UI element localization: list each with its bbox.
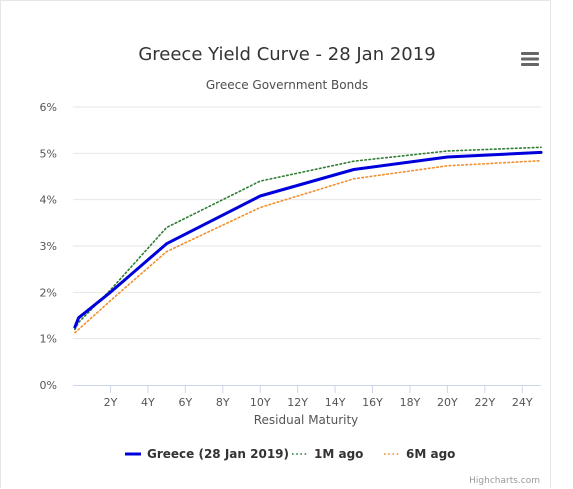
x-axis: 2Y 4Y 6Y 8Y 10Y 12Y 14Y 16Y 18Y 20Y 22Y 24Y (73, 385, 541, 409)
grid-lines (73, 106, 541, 340)
x-tick-label: 22Y (474, 396, 495, 409)
chart-subtitle: Greece Government Bonds (206, 78, 368, 92)
x-tick-label: 14Y (325, 396, 346, 409)
y-tick-label: 4% (40, 194, 57, 207)
y-tick-label: 6% (40, 101, 57, 114)
y-tick-label: 3% (40, 240, 57, 253)
x-tick-label: 2Y (104, 396, 118, 409)
series-line-0[interactable] (73, 150, 543, 329)
x-tick-label: 6Y (178, 396, 192, 409)
x-tick-label: 4Y (141, 396, 155, 409)
series-lines (73, 146, 543, 334)
chart-container (0, 0, 551, 488)
x-axis-title: Residual Maturity (254, 413, 359, 427)
hamburger-menu-icon[interactable] (518, 48, 542, 70)
x-tick-label: 12Y (287, 396, 308, 409)
legend: Greece (28 Jan 2019) 1M ago 6M ago (125, 447, 455, 461)
legend-item-2[interactable]: 6M ago (384, 447, 455, 461)
x-tick-label: 10Y (250, 396, 271, 409)
x-tick-label: 20Y (437, 396, 458, 409)
x-tick-label: 8Y (216, 396, 230, 409)
x-tick-label: 24Y (512, 396, 533, 409)
y-tick-label: 1% (40, 333, 57, 346)
y-tick-label: 0% (40, 379, 57, 392)
series-line-1[interactable] (74, 146, 542, 331)
legend-label: 1M ago (314, 447, 363, 461)
legend-label: Greece (28 Jan 2019) (147, 447, 289, 461)
y-tick-label: 5% (40, 147, 57, 160)
chart-title: Greece Yield Curve - 28 Jan 2019 (138, 44, 435, 65)
series-line-2[interactable] (74, 159, 542, 334)
x-tick-label: 18Y (400, 396, 421, 409)
credits-link[interactable]: Highcharts.com (469, 476, 540, 486)
legend-item-1[interactable]: 1M ago (292, 447, 363, 461)
legend-label: 6M ago (406, 447, 455, 461)
y-axis: 0% 1% 2% 3% 4% 5% 6% (40, 101, 57, 392)
x-tick-label: 16Y (362, 396, 383, 409)
legend-item-0[interactable]: Greece (28 Jan 2019) (125, 447, 289, 461)
y-tick-label: 2% (40, 286, 57, 299)
